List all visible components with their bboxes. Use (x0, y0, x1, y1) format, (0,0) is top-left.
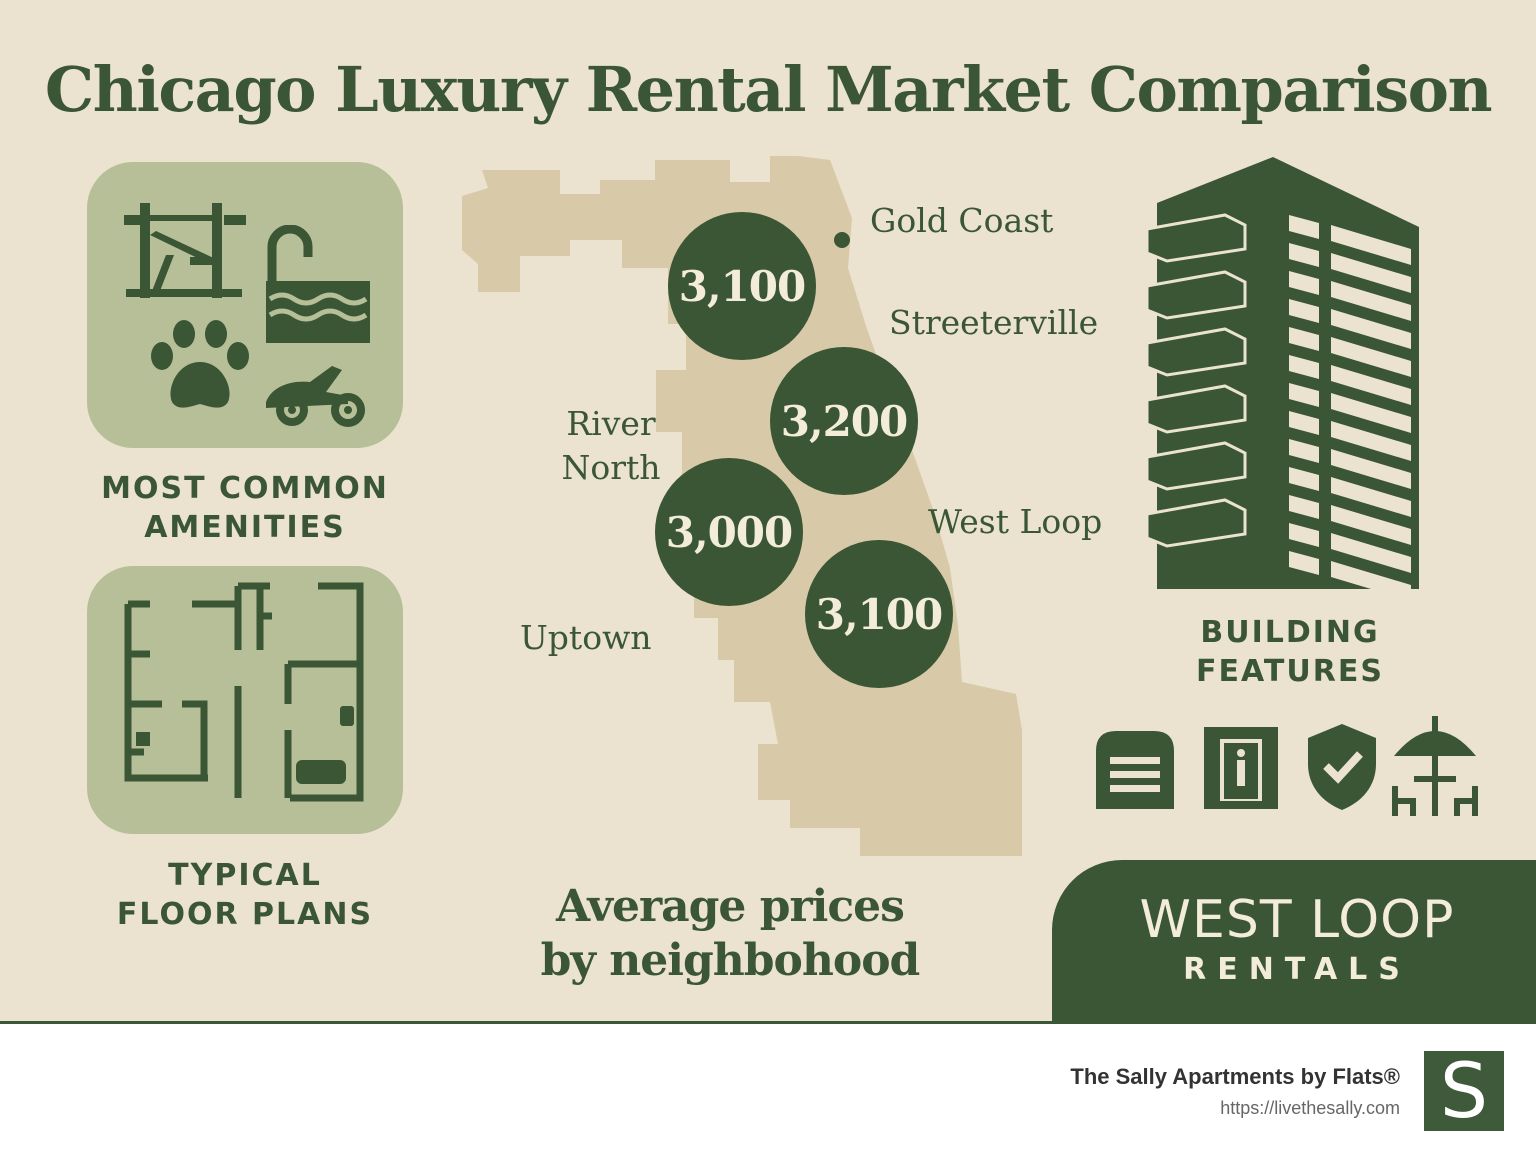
building-window (1331, 505, 1411, 545)
building-window (1289, 495, 1319, 519)
building-window (1289, 383, 1319, 407)
infographic-poster: Chicago Luxury Rental Market Comparison (0, 0, 1536, 1024)
paw-icon (151, 320, 249, 408)
building-balcony (1145, 498, 1247, 548)
gold-coast-label: Gold Coast (870, 201, 1054, 240)
building-icon (1145, 157, 1419, 591)
building-window (1331, 337, 1411, 377)
floor-plans-label-line2: FLOOR PLANS (116, 897, 374, 932)
building-window (1331, 449, 1411, 489)
floor-plan-icon (124, 582, 364, 802)
building-window (1331, 561, 1411, 591)
amenities-label-line2: AMENITIES (144, 510, 346, 545)
floor-plans-panel (87, 566, 403, 834)
building-window (1331, 393, 1411, 433)
building-window (1289, 215, 1319, 239)
map-caption-line1: Average prices (556, 881, 905, 932)
floor-plans-label-line1: TYPICAL (168, 858, 322, 893)
building-window (1289, 551, 1319, 575)
building-window (1331, 477, 1411, 517)
building-features-label: BUILDING FEATURES (1140, 613, 1440, 691)
brand-main-text: WEST LOOP (1139, 890, 1455, 950)
building-balcony (1145, 441, 1247, 491)
uptown-label: Uptown (520, 618, 652, 657)
footer-url-link[interactable]: https://livethesally.com (1220, 1098, 1400, 1118)
gold-coast-price: 3,100 (668, 212, 816, 360)
gold-coast-marker (834, 232, 850, 248)
building-window (1289, 327, 1319, 351)
building-window (1331, 253, 1411, 293)
amenities-label-line1: MOST COMMON (101, 471, 389, 506)
building-window (1331, 421, 1411, 461)
building-balcony (1145, 327, 1247, 377)
map-caption: Average prices by neighbohood (520, 880, 940, 988)
streeterville-label: Streeterville (889, 303, 1099, 342)
building-balcony (1145, 213, 1247, 263)
security-shield-icon (1308, 724, 1376, 810)
brand-sub-text: RENTALS (1183, 952, 1411, 987)
building-balcony (1145, 384, 1247, 434)
amenities-label: MOST COMMON AMENITIES (87, 469, 403, 547)
building-window (1289, 271, 1319, 295)
pool-icon (266, 225, 370, 343)
west-loop-label: West Loop (928, 502, 1103, 541)
river-north-label-line1: River (566, 404, 656, 443)
map-caption-line2: by neighbohood (540, 935, 921, 986)
building-window (1289, 243, 1319, 267)
west-loop-price: 3,100 (805, 540, 953, 688)
footer-logo: S (1424, 1051, 1504, 1131)
building-window (1331, 225, 1411, 265)
building-window (1331, 309, 1411, 349)
building-features-label-line1: BUILDING (1200, 615, 1380, 650)
building-window (1331, 281, 1411, 321)
river-north-price: 3,000 (655, 458, 803, 606)
river-north-label-line2: North (561, 448, 661, 487)
floor-plans-label: TYPICAL FLOOR PLANS (87, 856, 403, 934)
river-north-label: River North (556, 402, 666, 490)
page-title: Chicago Luxury Rental Market Comparison (44, 53, 1493, 126)
garage-icon (1096, 731, 1174, 809)
brand-box (1052, 860, 1536, 1021)
building-window (1289, 299, 1319, 323)
building-window (1289, 355, 1319, 379)
building-window (1331, 365, 1411, 405)
patio-icon (1392, 716, 1478, 816)
building-balcony (1145, 270, 1247, 320)
footer-company-name: The Sally Apartments by Flats® (1070, 1064, 1400, 1089)
streeterville-price: 3,200 (770, 347, 918, 495)
building-window (1289, 523, 1319, 547)
building-window (1331, 533, 1411, 573)
building-features-label-line2: FEATURES (1196, 654, 1384, 689)
building-window (1289, 467, 1319, 491)
bike-icon (266, 366, 365, 427)
gym-icon (124, 203, 246, 298)
building-window (1289, 439, 1319, 463)
building-window (1289, 411, 1319, 435)
elevator-icon (1204, 727, 1278, 809)
